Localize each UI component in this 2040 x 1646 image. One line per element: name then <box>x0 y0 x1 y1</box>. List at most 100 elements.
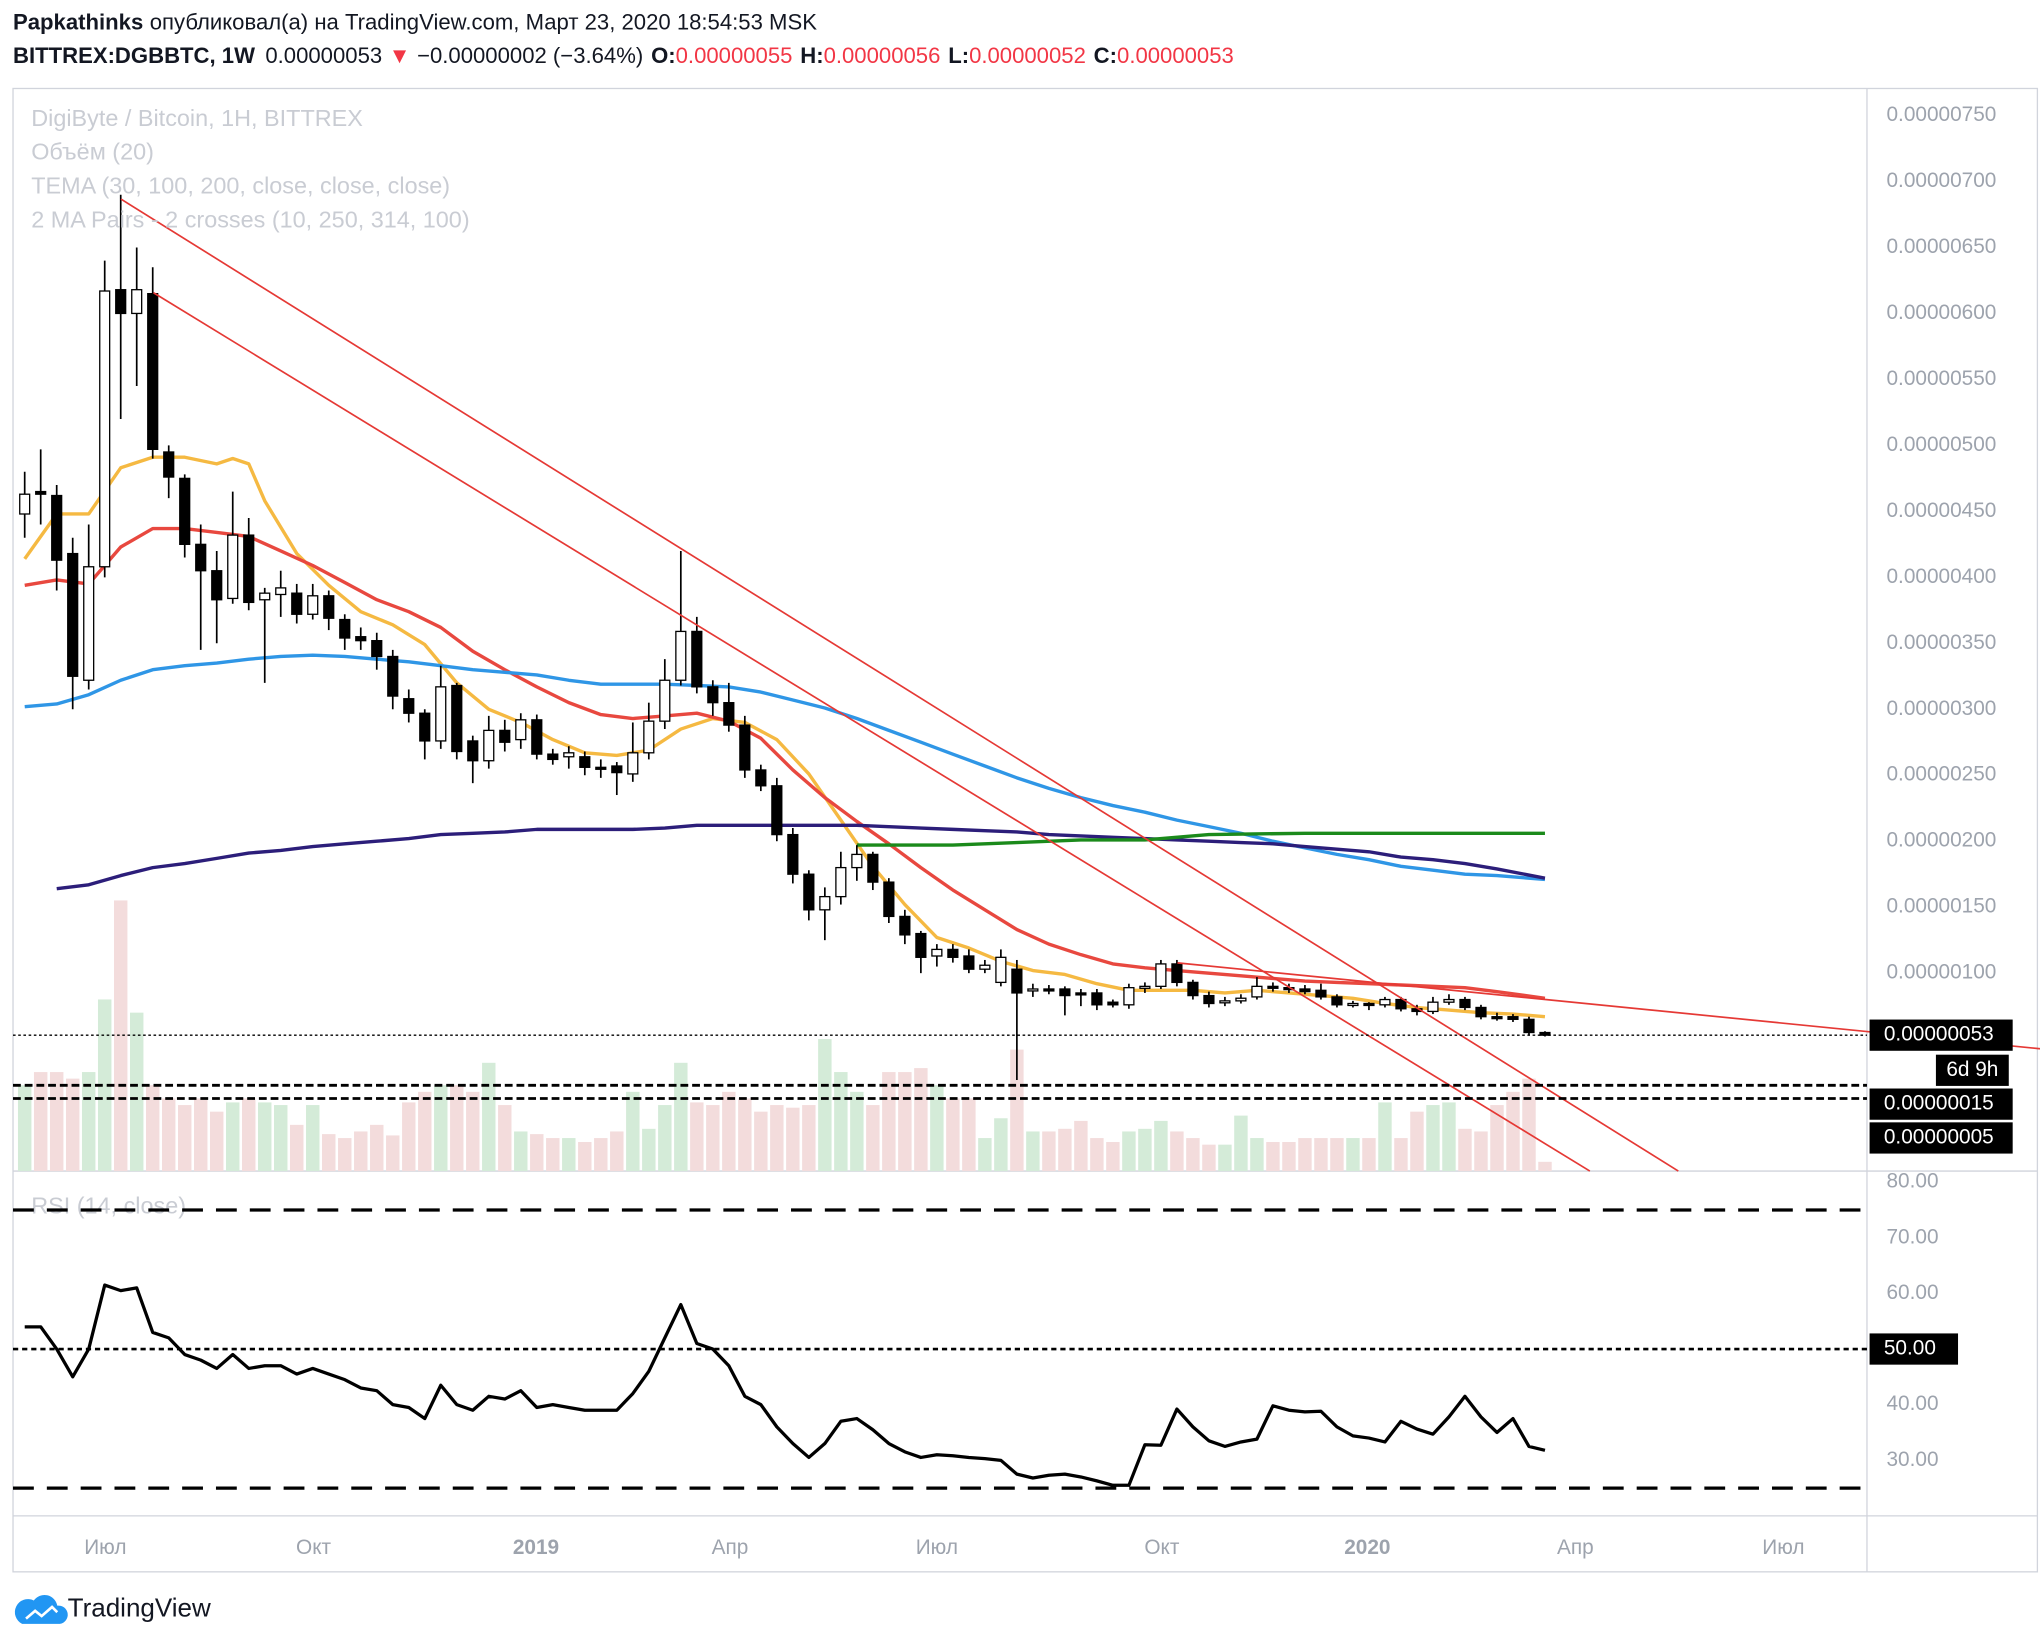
y-tick-label: 0.00000300 <box>1886 697 1996 720</box>
volume-bar <box>754 1111 768 1172</box>
volume-bar <box>802 1105 816 1172</box>
volume-bar <box>1090 1138 1104 1172</box>
volume-bar <box>49 1072 64 1172</box>
y-tick-label: 0.00000600 <box>1886 301 1996 324</box>
volume-bar <box>402 1102 416 1172</box>
volume-bar <box>706 1105 720 1172</box>
logo-wave <box>25 1605 59 1620</box>
volume-bar <box>242 1098 256 1172</box>
last-price-label: 0.00000053 <box>1884 1023 1994 1046</box>
volume-bar <box>1506 1091 1520 1172</box>
volume-bar <box>1010 1049 1024 1172</box>
volume-bar <box>1106 1142 1120 1172</box>
candle-body <box>403 698 415 714</box>
volume-bar <box>1490 1105 1504 1172</box>
candle-body <box>531 719 543 755</box>
candle-body <box>1475 1006 1487 1018</box>
hline-label: 0.00000015 <box>1884 1092 1994 1115</box>
candle-body <box>1219 1000 1231 1004</box>
candle-body <box>1459 998 1471 1009</box>
candle-body <box>1507 1016 1519 1020</box>
candle-body <box>291 592 303 615</box>
x-tick-label: Окт <box>1144 1536 1180 1559</box>
indicator-line <box>24 653 1546 882</box>
candle-body <box>899 915 911 936</box>
candle-body <box>1299 988 1311 993</box>
volume-bar <box>498 1105 512 1172</box>
volume-bar <box>418 1091 432 1172</box>
price-box <box>1869 1019 2013 1051</box>
candle-body <box>371 640 383 658</box>
candle-body <box>1123 987 1135 1006</box>
volume-bar <box>1058 1128 1072 1172</box>
plot <box>17 194 1552 1172</box>
countdown-box <box>1935 1054 2009 1086</box>
volume-bar <box>994 1118 1008 1172</box>
volume-bar <box>1394 1138 1408 1172</box>
candle-body <box>67 552 79 677</box>
x-tick-label: 2020 <box>1344 1536 1390 1559</box>
volume-bar <box>786 1107 800 1172</box>
y-tick-label: 0.00000650 <box>1886 235 1996 258</box>
candle-body <box>1379 998 1391 1006</box>
volume-bar <box>1234 1115 1248 1172</box>
ohlc-value: 0.00000055 <box>676 43 793 68</box>
x-tick-label: Апр <box>1557 1536 1594 1559</box>
x-tick-label: Июл <box>84 1536 126 1559</box>
candle-body <box>1363 1002 1375 1007</box>
candle-body <box>1155 963 1167 987</box>
volume-bar <box>1266 1142 1280 1172</box>
y-tick-label: 0.00000750 <box>1886 103 1996 126</box>
y-tick-label: 0.00000500 <box>1886 433 1996 456</box>
candle-body <box>339 618 351 639</box>
candle-body <box>819 895 831 911</box>
volume-bar <box>1202 1144 1216 1172</box>
rsi-box <box>1869 1333 1959 1365</box>
trend-line <box>120 198 1679 1172</box>
volume-bar <box>722 1091 736 1172</box>
candle-body <box>963 955 975 970</box>
volume-bar <box>1298 1138 1312 1172</box>
candle-body <box>179 477 191 545</box>
candle-body <box>691 630 703 688</box>
y-tick-label: 0.00000150 <box>1886 895 1996 918</box>
candle-body <box>547 753 559 761</box>
volume-bar <box>978 1138 992 1172</box>
candle-body <box>147 293 159 450</box>
volume-bar <box>674 1062 688 1172</box>
volume-bar <box>658 1105 672 1172</box>
x-tick-label: Июл <box>916 1536 958 1559</box>
legend-text: 2 MA Pairs - 2 crosses (10, 250, 314, 10… <box>31 206 469 232</box>
volume-bar <box>113 900 128 1172</box>
candle-body <box>707 686 719 704</box>
price-box <box>1869 1088 2013 1120</box>
candle-body <box>35 490 47 495</box>
candle-body <box>787 833 799 875</box>
volume-bar <box>514 1131 528 1172</box>
volume-bar <box>850 1091 864 1172</box>
volume-bar <box>610 1131 624 1172</box>
ohlc-value: 0.00000052 <box>969 43 1086 68</box>
volume-bar <box>1314 1138 1328 1172</box>
volume-bar <box>1122 1131 1136 1172</box>
volume-bar <box>546 1138 560 1172</box>
candle-body <box>1267 985 1279 989</box>
candle-body <box>1139 985 1151 989</box>
candle-body <box>1187 981 1199 997</box>
indicator-line <box>56 823 1546 891</box>
candle-body <box>19 493 31 515</box>
candle-body <box>451 684 463 753</box>
candle-body <box>1315 989 1327 998</box>
rsi-line <box>24 1283 1546 1487</box>
candle-body <box>1395 998 1407 1010</box>
indicator-line <box>24 526 1546 1000</box>
volume-bar <box>642 1128 656 1172</box>
candle-body <box>1107 1001 1119 1006</box>
last: 0.00000053 <box>265 43 382 68</box>
candle-body <box>163 451 175 478</box>
volume-bar <box>97 999 112 1172</box>
volume-bar <box>1538 1161 1552 1172</box>
volume-bar <box>258 1102 272 1172</box>
candle-body <box>259 592 271 601</box>
volume-bar <box>530 1134 544 1172</box>
